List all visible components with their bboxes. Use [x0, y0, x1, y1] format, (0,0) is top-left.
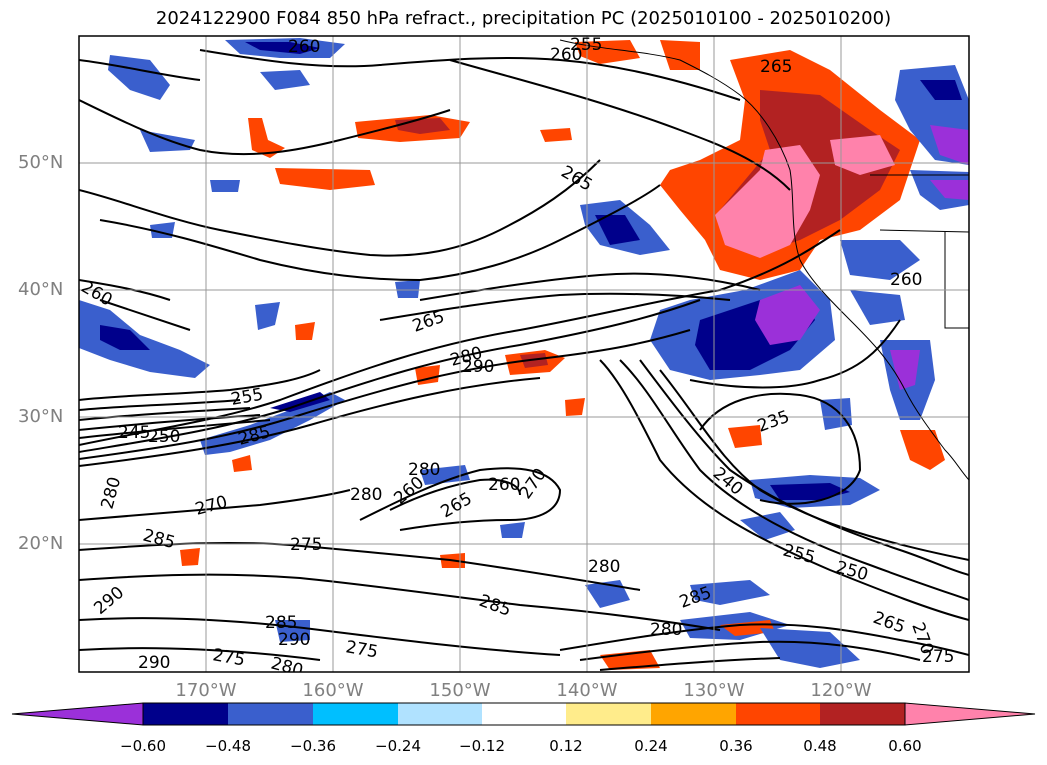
contour-label: 280: [588, 557, 620, 577]
contour-label: 290: [462, 357, 494, 377]
colorbar-swatch: [820, 703, 905, 725]
contour-label: 260: [288, 37, 320, 57]
colorbar-swatch: [143, 703, 228, 725]
precip-shading: [79, 38, 969, 670]
contour-label: 245: [118, 423, 150, 443]
colorbar-tick: −0.36: [290, 737, 336, 755]
map-plot-area: 260 255 260 265 265 260 260 265 280 290 …: [79, 35, 969, 673]
lon-label: 160°W: [302, 680, 364, 701]
colorbar-tick: −0.48: [205, 737, 251, 755]
colorbar-tick: 0.24: [634, 737, 668, 755]
plot-frame: [78, 35, 970, 673]
gridlines: [79, 36, 969, 672]
lon-label: 150°W: [429, 680, 491, 701]
colorbar-swatch: [566, 703, 651, 725]
contour-label: 280: [350, 485, 382, 505]
contour-label: 260: [488, 475, 520, 495]
colorbar-frame: [142, 702, 906, 726]
contour-label: 265: [760, 57, 792, 77]
contour-label: 290: [278, 630, 310, 650]
coastlines: [559, 39, 969, 481]
lon-label: 130°W: [683, 680, 745, 701]
colorbar-swatch: [398, 703, 482, 725]
contour-label: 275: [290, 535, 322, 555]
colorbar-tick: −0.60: [120, 737, 166, 755]
contour-label: 260: [890, 270, 922, 290]
colorbar-tick: −0.24: [375, 737, 421, 755]
contour-label: 280: [650, 620, 682, 640]
contour-label: 275: [922, 647, 954, 667]
map-title: 2024122900 F084 850 hPa refract., precip…: [155, 8, 892, 29]
contour-label: 260: [550, 45, 582, 65]
contour-label: 280: [408, 460, 440, 480]
colorbar-tick: 0.12: [549, 737, 583, 755]
colorbar-swatch: [313, 703, 398, 725]
colorbar-tick: −0.12: [459, 737, 505, 755]
contour-label: 255: [570, 35, 602, 55]
lat-label: 40°N: [18, 279, 64, 300]
contour-label: 290: [138, 653, 170, 673]
colorbar-low-extension: [11, 702, 144, 726]
lat-label: 30°N: [18, 406, 64, 427]
lon-label: 120°W: [810, 680, 872, 701]
contour-label: 285: [265, 613, 297, 633]
colorbar-high-extension: [904, 702, 1036, 726]
lat-label: 20°N: [18, 533, 64, 554]
contour-label: 250: [148, 427, 180, 447]
colorbar-swatch: [482, 703, 566, 725]
colorbar-swatch: [736, 703, 820, 725]
colorbar: [11, 702, 1036, 726]
colorbar-swatch: [651, 703, 736, 725]
lon-label: 140°W: [556, 680, 618, 701]
colorbar-tick: 0.48: [803, 737, 837, 755]
colorbar-tick: 0.36: [719, 737, 753, 755]
lat-label: 50°N: [18, 152, 64, 173]
colorbar-swatch: [228, 703, 313, 725]
colorbar-tick: 0.60: [888, 737, 922, 755]
lon-label: 170°W: [175, 680, 237, 701]
